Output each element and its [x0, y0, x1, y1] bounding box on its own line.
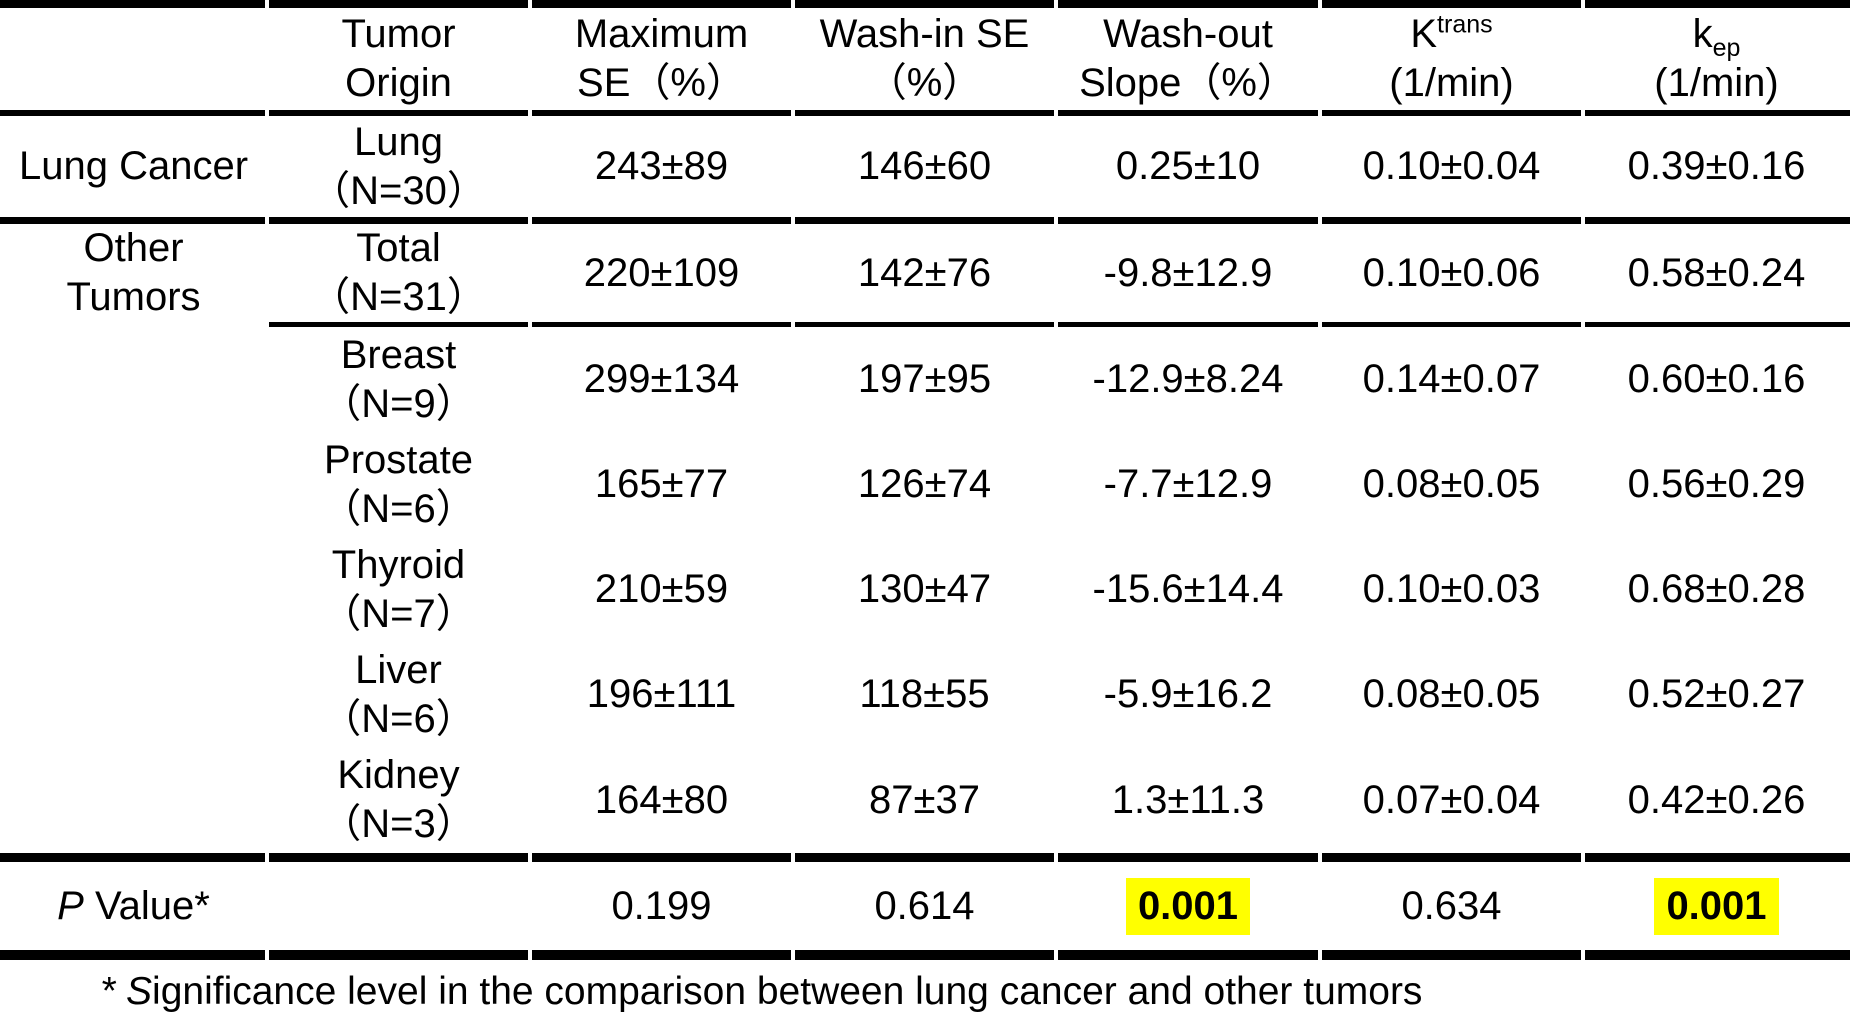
value-cell: 210±59 — [594, 567, 729, 611]
header-line: kep — [1692, 12, 1741, 62]
pvalue-cell: 0.614 — [874, 883, 975, 928]
origin-cell: Thyroid （N=7） — [321, 542, 476, 636]
value-cell: 164±80 — [594, 777, 729, 822]
value-cell: 142±76 — [857, 250, 992, 295]
header-line: Wash-in SE — [819, 12, 1030, 56]
header-wash-in-se: Wash-in SE （%） — [793, 8, 1056, 110]
pvalue-cell: 0.199 — [611, 883, 712, 928]
value-cell: 0.25±10 — [1115, 144, 1261, 188]
header-line: （%） — [866, 61, 983, 105]
value-cell: -15.6±14.4 — [1092, 567, 1284, 611]
origin-cell: Liver （N=6） — [321, 647, 476, 741]
value-cell: 0.08±0.05 — [1362, 672, 1541, 716]
header-line: Slope（%） — [1079, 61, 1297, 105]
value-cell: 220±109 — [583, 250, 740, 295]
group-label-cell — [0, 432, 267, 537]
origin-cell: Breast （N=9） — [321, 332, 476, 426]
value-cell: -9.8±12.9 — [1103, 250, 1273, 295]
group-label-cell — [0, 327, 267, 432]
value-cell: -5.9±16.2 — [1103, 672, 1273, 716]
table-bottom-border — [0, 950, 1850, 960]
header-line: (1/min) — [1654, 61, 1779, 105]
header-line: (1/min) — [1389, 61, 1514, 105]
group-label-cell — [0, 642, 267, 747]
value-cell: 0.60±0.16 — [1627, 357, 1806, 401]
value-cell: 0.08±0.05 — [1362, 462, 1541, 506]
value-cell: 146±60 — [857, 144, 992, 188]
value-cell: 126±74 — [857, 462, 992, 506]
row-separator — [0, 217, 1850, 224]
group-label-cell — [0, 747, 267, 853]
value-cell: -12.9±8.24 — [1092, 357, 1284, 401]
origin-cell: Kidney （N=3） — [321, 753, 476, 846]
row-prostate: Prostate （N=6） 165±77 126±74 -7.7±12.9 0… — [0, 432, 1850, 537]
row-lung-cancer: Lung Cancer Lung （N=30） 243±89 146±60 0.… — [0, 116, 1850, 217]
header-line: Origin — [345, 61, 452, 105]
header-line: Tumor — [341, 12, 456, 56]
empty-cell — [267, 862, 530, 950]
value-cell: 1.3±11.3 — [1111, 777, 1265, 822]
header-maximum-se: Maximum SE（%） — [530, 8, 793, 110]
value-cell: -7.7±12.9 — [1103, 462, 1273, 506]
header-line: Wash-out — [1103, 12, 1273, 56]
value-cell: 0.10±0.04 — [1362, 144, 1541, 188]
origin-cell: Lung （N=30） — [310, 119, 487, 213]
pvalue-cell: 0.634 — [1401, 883, 1502, 928]
header-line: Maximum — [574, 12, 749, 56]
header-ktrans: Ktrans (1/min) — [1320, 8, 1583, 110]
pvalue-cell-highlighted: 0.001 — [1056, 862, 1320, 950]
subgroup-separator — [0, 322, 1850, 327]
value-cell: 197±95 — [857, 357, 992, 401]
value-cell: 0.58±0.24 — [1627, 250, 1806, 295]
origin-cell: Total （N=31） — [310, 226, 487, 319]
value-cell: 0.39±0.16 — [1627, 144, 1806, 188]
value-cell: 299±134 — [583, 357, 740, 401]
value-cell: 130±47 — [857, 567, 992, 611]
header-line: Ktrans — [1410, 10, 1493, 56]
header-wash-out-slope: Wash-out Slope（%） — [1056, 8, 1320, 110]
header-tumor-origin: Tumor Origin — [267, 8, 530, 110]
row-thyroid: Thyroid （N=7） 210±59 130±47 -15.6±14.4 0… — [0, 537, 1850, 642]
row-breast: Breast （N=9） 299±134 197±95 -12.9±8.24 0… — [0, 327, 1850, 432]
table-top-border — [0, 0, 1850, 8]
row-liver: Liver （N=6） 196±111 118±55 -5.9±16.2 0.0… — [0, 642, 1850, 747]
highlighted-value: 0.001 — [1654, 877, 1779, 935]
header-separator — [0, 110, 1850, 116]
group-label-cell — [0, 537, 267, 642]
row-other-tumors-total: Other Tumors Total （N=31） 220±109 142±76… — [0, 224, 1850, 322]
header-kep: kep (1/min) — [1583, 8, 1850, 110]
value-cell: 0.14±0.07 — [1362, 357, 1541, 401]
value-cell: 196±111 — [586, 672, 737, 716]
pvalue-separator — [0, 853, 1850, 862]
value-cell: 0.52±0.27 — [1627, 672, 1806, 716]
pvalue-label-cell: P Value* — [57, 883, 210, 928]
value-cell: 118±55 — [859, 672, 990, 716]
highlighted-value: 0.001 — [1125, 877, 1251, 935]
value-cell: 87±37 — [869, 777, 980, 822]
table-footnote: * Significance level in the comparison b… — [100, 970, 1423, 1012]
header-empty-cell — [0, 8, 267, 110]
header-line: SE（%） — [577, 61, 746, 105]
value-cell: 243±89 — [594, 144, 729, 188]
value-cell: 0.68±0.28 — [1627, 567, 1806, 611]
value-cell: 0.56±0.29 — [1627, 462, 1806, 506]
value-cell: 0.10±0.06 — [1362, 250, 1541, 295]
pvalue-cell-highlighted: 0.001 — [1583, 862, 1850, 950]
row-pvalue: P Value* 0.199 0.614 0.001 0.634 0.001 — [0, 862, 1850, 950]
row-kidney: Kidney （N=3） 164±80 87±37 1.3±11.3 0.07±… — [0, 747, 1850, 853]
header-row: Tumor Origin Maximum SE（%） Wash-in SE （%… — [0, 8, 1850, 110]
value-cell: 0.42±0.26 — [1627, 777, 1806, 822]
value-cell: 0.10±0.03 — [1362, 567, 1541, 611]
origin-cell: Prostate （N=6） — [321, 437, 476, 531]
value-cell: 165±77 — [594, 462, 729, 506]
value-cell: 0.07±0.04 — [1362, 777, 1541, 822]
group-label-cell: Lung Cancer — [18, 144, 249, 188]
group-label-cell: Other Tumors — [66, 226, 201, 319]
